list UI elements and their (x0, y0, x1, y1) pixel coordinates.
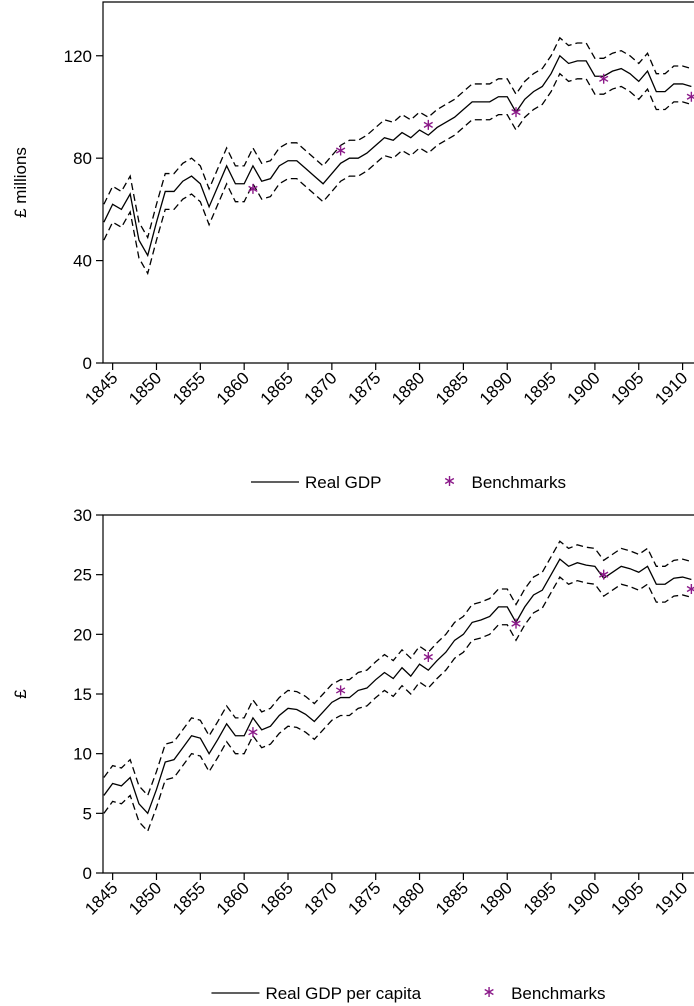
y-tick-label: 0 (83, 864, 92, 883)
confidence-band (103, 540, 692, 797)
plot-area (103, 36, 694, 276)
x-tick-label: 1845 (81, 878, 121, 918)
x-tick-label: 1860 (213, 368, 253, 408)
benchmark-marker (511, 107, 521, 118)
legend-symbol (484, 987, 494, 997)
x-tick-label: 1865 (257, 878, 297, 918)
legend-label: Real GDP (305, 473, 382, 492)
series-line (103, 558, 692, 815)
x-tick-label: 1890 (476, 878, 516, 918)
y-tick-label: 10 (73, 745, 92, 764)
y-tick-label: 15 (73, 685, 92, 704)
confidence-band (103, 36, 692, 240)
x-tick-label: 1895 (520, 878, 560, 918)
legend-symbol (444, 476, 455, 486)
x-tick-label: 1855 (169, 368, 209, 408)
benchmark-marker (686, 91, 694, 102)
y-axis-label: £ (11, 689, 30, 699)
benchmark-marker (423, 119, 433, 130)
legend-label: Real GDP per capita (265, 984, 421, 1003)
series-line (103, 54, 692, 258)
y-tick-label: 30 (73, 506, 92, 525)
y-axis-label: £ millions (11, 147, 30, 218)
x-tick-label: 1870 (301, 368, 341, 408)
x-tick-label: 1885 (432, 368, 472, 408)
confidence-band (103, 576, 692, 833)
benchmark-marker (248, 727, 258, 738)
x-tick-label: 1875 (344, 368, 384, 408)
x-tick-label: 1885 (432, 878, 472, 918)
y-tick-label: 5 (83, 804, 92, 823)
x-tick-label: 1860 (213, 878, 253, 918)
x-tick-label: 1850 (125, 368, 165, 408)
y-tick-label: 0 (83, 354, 92, 373)
y-tick-label: 80 (73, 149, 92, 168)
x-tick-label: 1905 (607, 878, 647, 918)
benchmark-marker (248, 183, 258, 194)
legend-label: Benchmarks (472, 473, 566, 492)
x-tick-label: 1855 (169, 878, 209, 918)
confidence-band (103, 72, 692, 276)
x-tick-label: 1880 (388, 878, 428, 918)
y-tick-label: 120 (64, 47, 92, 66)
plot-frame (102, 514, 694, 874)
legend: Real GDP per capita Benchmarks (211, 984, 606, 1003)
benchmark-marker (599, 569, 609, 580)
plot-area (103, 540, 694, 833)
x-tick-label: 1905 (607, 368, 647, 408)
legend-label: Benchmarks (511, 984, 605, 1003)
plot-frame (102, 1, 694, 364)
benchmark-marker (686, 583, 694, 594)
x-tick-label: 1890 (476, 368, 516, 408)
x-tick-label: 1865 (257, 368, 297, 408)
x-tick-label: 1900 (564, 368, 604, 408)
benchmark-marker (599, 73, 609, 84)
x-tick-label: 1875 (344, 878, 384, 918)
benchmark-marker (423, 652, 433, 663)
benchmark-marker (335, 145, 346, 156)
x-tick-label: 1900 (564, 878, 604, 918)
y-tick-label: 40 (73, 252, 92, 271)
benchmark-marker (511, 618, 521, 629)
y-tick-label: 25 (73, 566, 92, 585)
x-tick-label: 1880 (388, 368, 428, 408)
x-tick-label: 1850 (125, 878, 165, 918)
benchmark-marker (335, 685, 346, 696)
x-tick-label: 1910 (651, 368, 691, 408)
x-tick-label: 1895 (520, 368, 560, 408)
legend: Real GDP Benchmarks (250, 473, 566, 492)
x-tick-label: 1870 (301, 878, 341, 918)
y-tick-label: 20 (73, 625, 92, 644)
x-tick-label: 1910 (651, 878, 691, 918)
x-tick-label: 1845 (81, 368, 121, 408)
